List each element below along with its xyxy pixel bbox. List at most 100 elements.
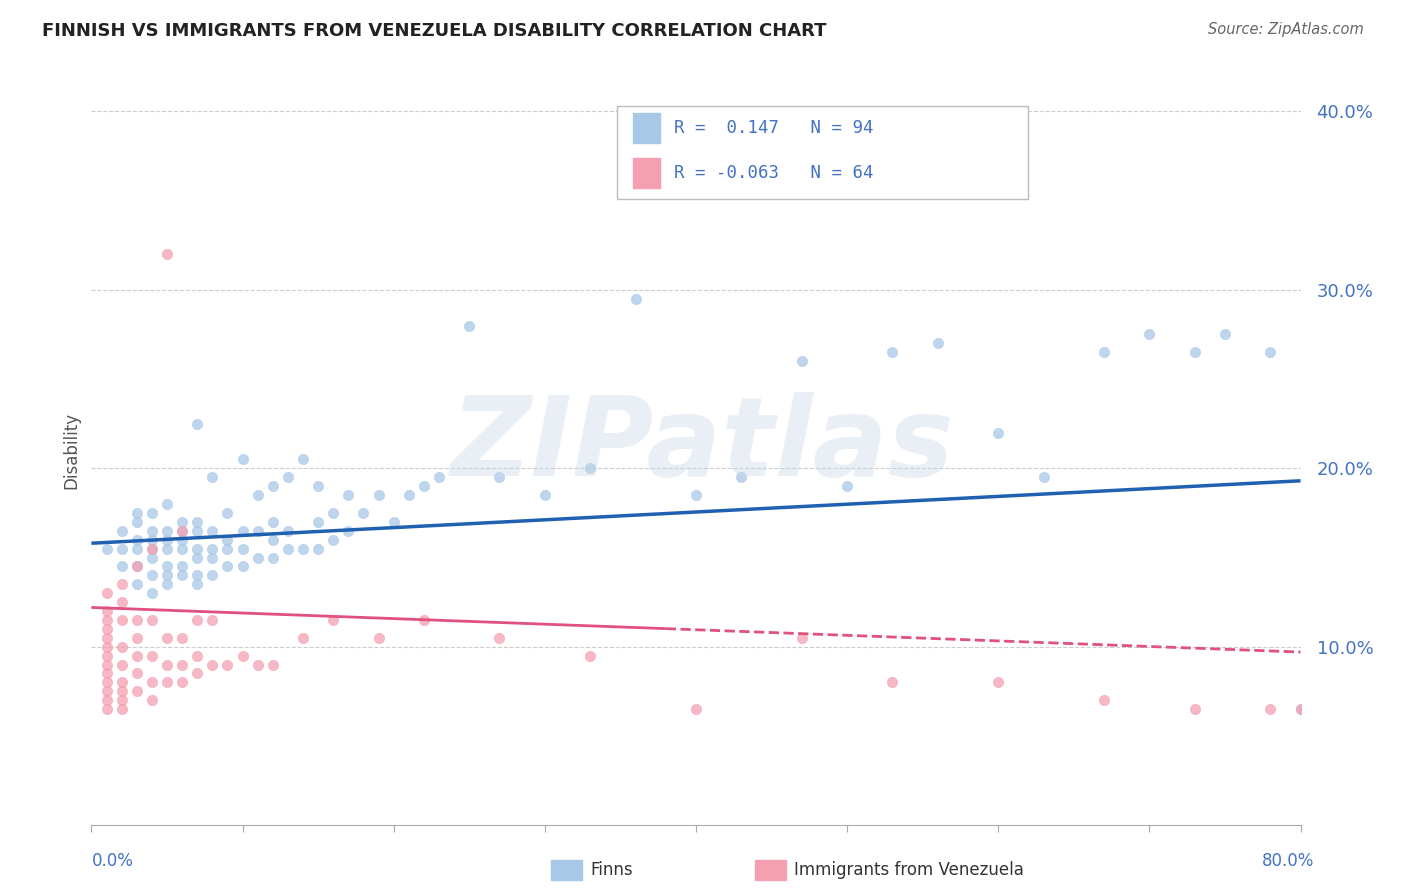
Point	[125, 684, 148, 698]
Point	[1139, 327, 1161, 342]
Point	[292, 541, 315, 556]
Point	[1184, 702, 1206, 716]
Point	[156, 675, 179, 690]
Point	[217, 541, 239, 556]
Point	[246, 524, 269, 538]
Point	[1092, 345, 1115, 359]
Point	[533, 488, 555, 502]
Point	[156, 497, 179, 511]
Point	[141, 693, 163, 707]
Point	[141, 541, 163, 556]
Point	[246, 488, 269, 502]
Point	[201, 541, 224, 556]
Point	[96, 586, 118, 600]
Point	[217, 657, 239, 672]
Point	[96, 613, 118, 627]
Point	[141, 524, 163, 538]
Point	[186, 648, 208, 663]
Point	[111, 559, 132, 574]
Point	[125, 559, 148, 574]
Point	[186, 613, 208, 627]
Point	[111, 702, 132, 716]
Point	[96, 622, 118, 636]
Point	[1260, 345, 1282, 359]
Text: Source: ZipAtlas.com: Source: ZipAtlas.com	[1208, 22, 1364, 37]
Point	[125, 515, 148, 529]
Point	[1260, 702, 1282, 716]
FancyBboxPatch shape	[617, 106, 1029, 200]
Point	[156, 541, 179, 556]
Point	[1032, 470, 1054, 484]
Point	[927, 336, 949, 351]
Point	[1184, 345, 1206, 359]
Point	[111, 657, 132, 672]
Point	[231, 524, 253, 538]
Point	[111, 541, 132, 556]
Point	[1289, 702, 1312, 716]
Point	[156, 533, 179, 547]
Point	[172, 524, 194, 538]
Point	[882, 345, 904, 359]
Point	[186, 541, 208, 556]
Point	[172, 541, 194, 556]
Point	[262, 479, 284, 493]
Point	[231, 648, 253, 663]
Point	[579, 461, 602, 475]
Point	[352, 506, 374, 520]
Point	[398, 488, 420, 502]
Text: ZIPatlas: ZIPatlas	[451, 392, 955, 500]
Point	[141, 675, 163, 690]
Point	[125, 631, 148, 645]
Point	[111, 684, 132, 698]
Point	[141, 613, 163, 627]
Point	[217, 559, 239, 574]
Point	[125, 506, 148, 520]
Point	[96, 631, 118, 645]
Point	[186, 568, 208, 582]
Point	[141, 506, 163, 520]
Point	[111, 693, 132, 707]
Point	[458, 318, 481, 333]
Point	[685, 488, 707, 502]
Point	[201, 524, 224, 538]
Point	[125, 533, 148, 547]
Point	[186, 666, 208, 681]
Point	[111, 524, 132, 538]
Point	[96, 640, 118, 654]
Point	[172, 515, 194, 529]
Point	[987, 425, 1010, 440]
Point	[292, 452, 315, 467]
Point	[231, 541, 253, 556]
Point	[141, 541, 163, 556]
Point	[125, 666, 148, 681]
Point	[141, 568, 163, 582]
Point	[231, 559, 253, 574]
Point	[307, 541, 329, 556]
Point	[111, 613, 132, 627]
Point	[217, 533, 239, 547]
Point	[201, 550, 224, 565]
Text: R =  0.147   N = 94: R = 0.147 N = 94	[675, 120, 873, 137]
Point	[685, 702, 707, 716]
Point	[201, 613, 224, 627]
Point	[217, 506, 239, 520]
Point	[790, 631, 813, 645]
Point	[1213, 327, 1236, 342]
Point	[156, 524, 179, 538]
Point	[987, 675, 1010, 690]
Point	[96, 541, 118, 556]
Point	[156, 559, 179, 574]
Point	[125, 577, 148, 591]
Point	[277, 470, 299, 484]
Point	[730, 470, 752, 484]
Point	[141, 648, 163, 663]
Point	[96, 604, 118, 618]
Point	[96, 657, 118, 672]
Point	[277, 541, 299, 556]
Point	[96, 702, 118, 716]
Point	[835, 479, 858, 493]
Text: FINNISH VS IMMIGRANTS FROM VENEZUELA DISABILITY CORRELATION CHART: FINNISH VS IMMIGRANTS FROM VENEZUELA DIS…	[42, 22, 827, 40]
Point	[172, 631, 194, 645]
Point	[201, 470, 224, 484]
Point	[141, 550, 163, 565]
